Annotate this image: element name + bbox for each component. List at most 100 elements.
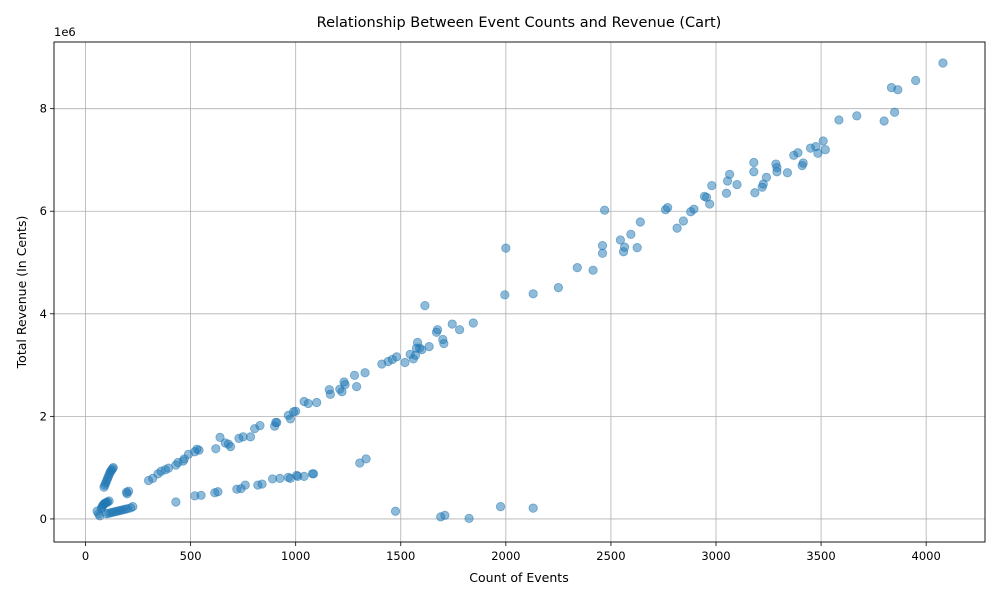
scatter-point <box>597 240 608 251</box>
scatter-point <box>464 513 474 524</box>
y-offset-label: 1e6 <box>54 25 76 39</box>
scatter-point <box>360 368 370 378</box>
x-tick-label: 1500 <box>386 549 415 563</box>
scatter-point <box>390 506 401 516</box>
scatter-point <box>721 188 732 198</box>
scatter-point <box>211 444 221 454</box>
scatter-point <box>213 487 223 497</box>
scatter-point <box>879 116 889 126</box>
axis-ticks: 0 500 1000 1500 2000 2500 3000 3500 4000 0 2 4 6 8 <box>40 102 941 563</box>
scatter-point <box>588 265 598 275</box>
scatter-point <box>171 497 181 507</box>
scatter-point <box>705 199 715 209</box>
scatter-point <box>325 389 335 399</box>
scatter-point <box>255 420 265 431</box>
scatter-point <box>355 458 365 468</box>
scatter-point <box>447 319 457 329</box>
scatter-point <box>820 145 830 155</box>
x-tick-label: 500 <box>180 549 202 563</box>
x-tick-label: 0 <box>82 549 89 563</box>
scatter-point <box>626 229 636 239</box>
scatter-point <box>303 398 313 409</box>
scatter-point <box>619 242 630 252</box>
y-tick-label: 4 <box>40 307 47 321</box>
scatter-point <box>663 203 673 213</box>
scatter-point <box>439 338 449 349</box>
scatter-point <box>128 502 138 512</box>
scatter-point <box>678 216 689 226</box>
y-axis-label: Total Revenue (In Cents) <box>14 216 29 370</box>
scatter-point <box>572 263 582 273</box>
scatter-point <box>272 417 282 428</box>
scatter-point <box>291 406 301 416</box>
scatter-point <box>454 325 465 335</box>
scatter-point <box>104 496 114 506</box>
scatter-point <box>600 205 610 215</box>
scatter-point <box>440 510 450 520</box>
scatter-point <box>215 432 225 442</box>
scatter-point <box>501 243 511 253</box>
scatter-point <box>468 318 478 328</box>
scatter-point <box>108 463 118 473</box>
scatter-point <box>818 136 828 146</box>
scatter-point <box>308 469 319 479</box>
scatter-point <box>361 454 371 464</box>
scatter-point <box>225 442 236 452</box>
scatter-point <box>299 471 309 481</box>
x-tick-label: 3000 <box>701 549 730 563</box>
scatter-point <box>245 432 256 442</box>
scatter-point <box>400 357 410 368</box>
chart-title: Relationship Between Event Counts and Re… <box>317 15 722 31</box>
scatter-point <box>553 283 563 293</box>
scatter-point <box>798 158 808 168</box>
scatter-point <box>424 342 434 352</box>
scatter-point <box>597 248 608 258</box>
plot-frame <box>53 41 986 543</box>
scatter-point <box>194 445 204 455</box>
scatter-point <box>852 111 862 121</box>
scatter-point <box>782 168 793 178</box>
scatter-point <box>890 107 900 117</box>
x-tick-label: 2500 <box>596 549 625 563</box>
scatter-point <box>632 243 642 253</box>
y-tick-label: 0 <box>40 512 47 526</box>
scatter-point <box>750 188 760 198</box>
scatter-point <box>689 204 699 214</box>
x-tick-label: 1000 <box>281 549 310 563</box>
scatter-point <box>240 480 250 490</box>
x-tick-label: 2000 <box>491 549 520 563</box>
scatter-point <box>391 352 402 362</box>
scatter-point <box>725 169 735 179</box>
scatter-point <box>749 157 759 168</box>
scatter-point <box>528 289 538 299</box>
scatter-point <box>893 85 903 95</box>
grid <box>54 42 985 542</box>
scatter-point <box>749 167 759 177</box>
data-points <box>92 58 948 524</box>
scatter-point <box>793 148 803 158</box>
scatter-point <box>938 58 948 68</box>
x-tick-label: 4000 <box>912 549 941 563</box>
scatter-point <box>732 179 742 190</box>
scatter-point <box>432 325 443 335</box>
scatter-point <box>911 75 921 86</box>
scatter-point <box>500 290 510 300</box>
scatter-point <box>275 473 285 484</box>
y-tick-label: 6 <box>40 204 47 218</box>
scatter-point <box>352 382 362 392</box>
x-tick-label: 3500 <box>806 549 835 563</box>
scatter-point <box>340 379 350 390</box>
y-tick-label: 2 <box>40 409 47 423</box>
x-axis-label: Count of Events <box>469 570 568 585</box>
scatter-point <box>528 503 538 513</box>
scatter-point <box>813 148 823 158</box>
scatter-point <box>772 167 782 177</box>
scatter-point <box>615 235 625 245</box>
scatter-point <box>196 490 206 500</box>
y-tick-label: 8 <box>40 102 47 116</box>
scatter-point <box>312 397 322 408</box>
scatter-point <box>122 489 132 499</box>
scatter-point <box>349 370 360 380</box>
